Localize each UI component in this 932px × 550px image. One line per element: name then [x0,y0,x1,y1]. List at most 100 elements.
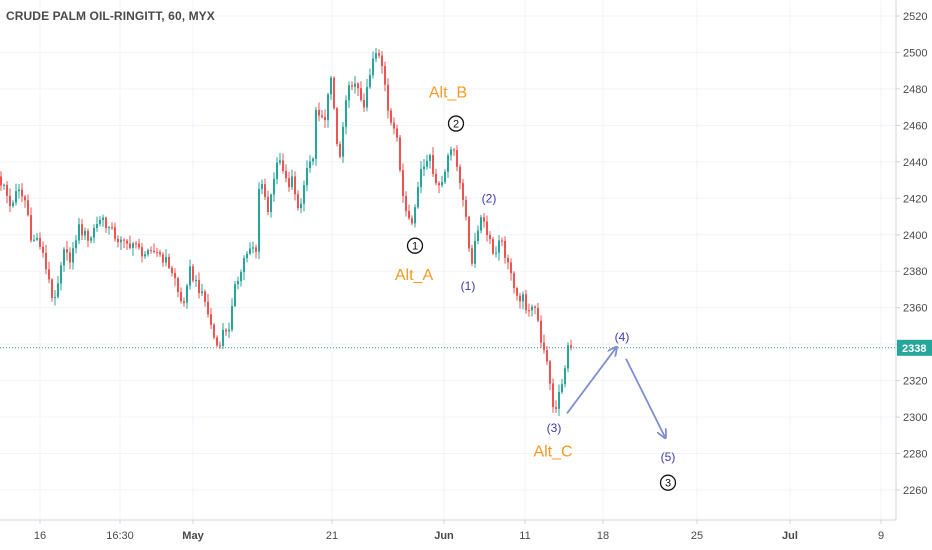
candle-body [483,217,485,222]
candle-body [552,383,554,408]
wave-label-wave_1c: 1 [412,241,418,253]
candle-body [534,306,536,308]
candle-body [24,196,26,201]
candle-body [192,266,194,281]
candle-body [222,329,224,346]
candle-body [240,272,242,282]
wave-label-alt_c: Alt_C [533,444,572,461]
candle-body [336,108,338,145]
candle-body [414,207,416,224]
candle-body [369,75,371,88]
candle-body [465,199,467,217]
wave-label-wave_p5: (5) [661,450,676,464]
time-tick-label: 18 [597,530,609,542]
candle-body [171,268,173,273]
wave-label-wave_p2: (2) [482,191,497,205]
price-tick-label: 2280 [903,449,927,461]
candle-body [489,235,491,240]
candle-body [249,248,251,254]
candle-body [243,258,245,273]
candle-body [144,254,146,257]
price-axis[interactable]: 2260228023002320234023602380240024202440… [895,0,927,520]
candle-body [324,117,326,121]
candle-body [300,203,302,209]
price-tick-label: 2360 [903,303,927,315]
candle-body [51,279,53,298]
candle-body [273,178,275,195]
candle-body [501,240,503,242]
price-tick-label: 2300 [903,412,927,424]
candle-body [393,122,395,129]
candle-body [564,368,566,385]
wave-label-alt_a: Alt_A [395,267,434,284]
candle-body [366,87,368,108]
time-tick-label: 21 [326,530,338,542]
candle-body [279,160,281,163]
candle-body [174,272,176,279]
candle-body [378,53,380,56]
candle-body [417,187,419,208]
candle-body [528,310,530,312]
candle-body [258,188,260,252]
candle-body [186,285,188,303]
candle-body [285,171,287,179]
candle-body [15,191,17,203]
candle-body [315,109,317,159]
candle-body [75,240,77,249]
price-tick-label: 2500 [903,47,927,59]
candle-body [54,296,56,298]
wave-label-wave_3c: 3 [665,478,671,490]
candle-body [354,83,356,87]
time-tick-label: Jun [434,530,454,542]
candle-body [333,77,335,109]
wave-label-wave_p3: (3) [547,421,562,435]
price-tick-label: 2320 [903,376,927,388]
candle-body [321,115,323,118]
candle-body [567,345,569,369]
candle-body [96,224,98,228]
candle-body [291,176,293,188]
wave-circle-1 [406,237,424,254]
time-tick-label: 11 [519,530,530,542]
candle-body [471,248,473,264]
candle-body [213,324,215,338]
candle-body [0,176,2,186]
candle-body [372,58,374,76]
candle-body [426,160,428,167]
wave-label-alt_b: Alt_B [429,85,467,102]
candle-body [84,230,86,236]
candle-body [546,350,548,362]
candle-body [357,83,359,89]
candle-body [120,239,122,243]
candle-body [42,246,44,253]
candle-body [18,189,20,192]
price-tick-label: 2420 [903,193,927,205]
candle-body [63,249,65,266]
wave-annotations: Alt_B 2 1 Alt_A (2) (1) (4) (3) Alt_C (5) 3 [395,85,677,491]
candle-body [132,243,134,248]
candle-body [522,294,524,302]
candle-body [558,392,560,409]
candle-body [78,224,80,241]
current-price-label: 2338 [902,343,926,355]
current-price-tag: 2338 [897,339,932,356]
candle-body [183,301,185,303]
candle-body [507,257,509,263]
candle-body [111,227,113,229]
candle-body [363,100,365,108]
candle-body [126,240,128,244]
current-price-tag-bg [897,339,932,356]
candle-body [495,252,497,254]
time-axis[interactable]: 16 16:30 May 21 Jun 11 18 25 Jul 9 [0,519,896,542]
candle-body [105,217,107,229]
time-tick-label: 16:30 [106,530,134,542]
candle-body [561,384,563,393]
time-tick-label: 16 [34,530,46,542]
candle-body [219,345,221,347]
candle-body [201,291,203,294]
wave-circle-3 [659,474,677,491]
candle-body [72,248,74,263]
candle-body [225,329,227,332]
candlestick-series [0,47,572,416]
